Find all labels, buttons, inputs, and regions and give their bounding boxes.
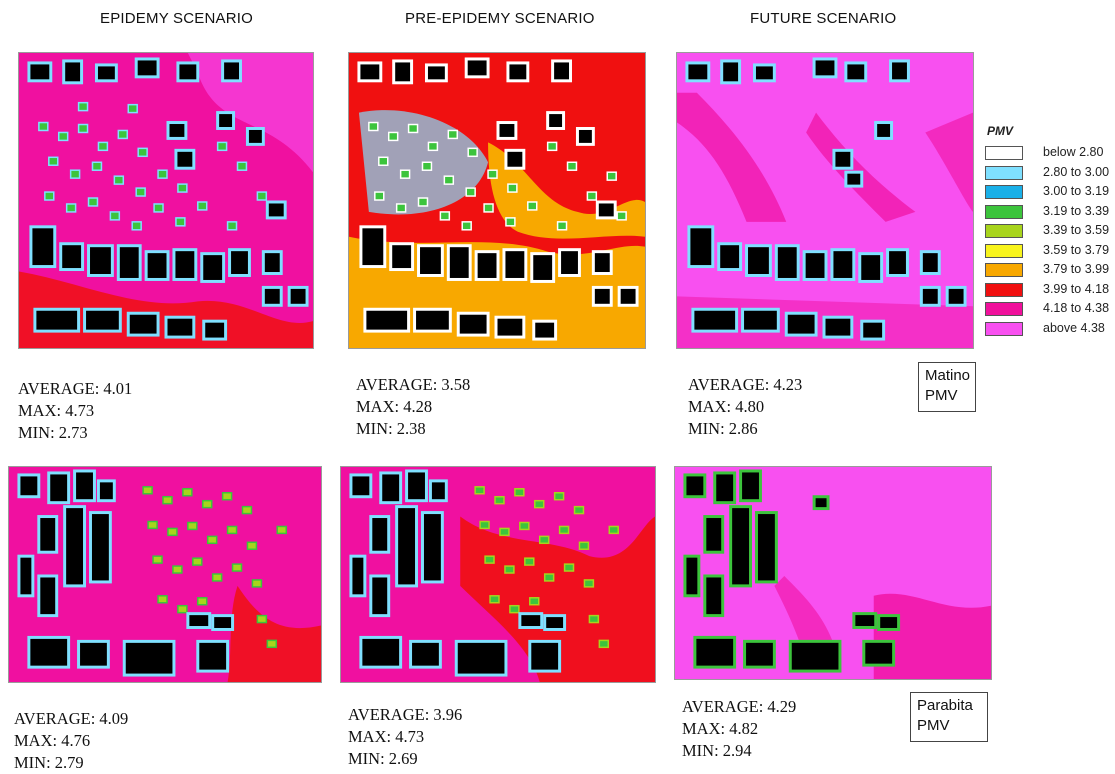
max-value: MAX: 4.28 <box>356 397 433 416</box>
max-value: MAX: 4.80 <box>688 397 765 416</box>
pmv-map-matino-pre-epidemy <box>349 53 645 348</box>
max-value: MAX: 4.76 <box>14 731 91 750</box>
legend-label: 3.79 to 3.99 <box>1043 262 1110 276</box>
legend-label: below 2.80 <box>1043 145 1104 159</box>
min-value: MIN: 2.79 <box>14 753 84 772</box>
legend-item: 3.79 to 3.99 <box>985 261 1113 281</box>
legend-label: 3.59 to 3.79 <box>1043 242 1110 257</box>
legend-swatch <box>985 185 1023 199</box>
legend-label: 3.00 to 3.19 <box>1043 184 1110 198</box>
legend-swatch <box>985 302 1023 316</box>
map-matino-future <box>676 52 974 349</box>
min-value: MIN: 2.38 <box>356 419 426 438</box>
legend-item: 4.18 to 4.38 <box>985 300 1113 320</box>
min-value: MIN: 2.73 <box>18 423 88 442</box>
average-value: AVERAGE: 3.58 <box>356 375 471 394</box>
pmv-map-parabita-epidemy <box>9 467 321 682</box>
pmv-map-parabita-future <box>675 467 991 679</box>
legend-item: 3.99 to 4.18 <box>985 281 1113 301</box>
map-matino-pre-epidemy <box>348 52 646 349</box>
average-value: AVERAGE: 4.01 <box>18 379 133 398</box>
header-future-scenario: FUTURE SCENARIO <box>750 10 897 27</box>
legend-swatch <box>985 146 1023 160</box>
legend-label: 2.80 to 3.00 <box>1043 164 1110 179</box>
pmv-map-matino-future <box>677 53 973 348</box>
legend-swatch <box>985 263 1023 277</box>
legend-swatch <box>985 204 1023 219</box>
map-parabita-future <box>674 466 992 680</box>
header-epidemy-scenario: EPIDEMY SCENARIO <box>100 10 253 27</box>
legend-item: 3.39 to 3.59 <box>985 222 1113 242</box>
stats-parabita-future: AVERAGE: 4.29 MAX: 4.82 MIN: 2.94 <box>682 696 796 762</box>
legend-label: 3.99 to 4.18 <box>1043 281 1110 296</box>
site-variable: PMV <box>925 387 958 404</box>
legend-swatch <box>985 224 1023 238</box>
min-value: MIN: 2.86 <box>688 419 758 438</box>
average-value: AVERAGE: 4.09 <box>14 709 129 728</box>
average-value: AVERAGE: 4.23 <box>688 375 803 394</box>
legend-swatch <box>985 282 1023 297</box>
legend-label: 3.19 to 3.39 <box>1043 203 1110 218</box>
pmv-legend: PMV below 2.80 2.80 to 3.00 3.00 to 3.19 3.… <box>985 124 1113 339</box>
max-value: MAX: 4.73 <box>348 727 425 746</box>
legend-item: 3.59 to 3.79 <box>985 242 1113 262</box>
legend-swatch <box>985 165 1023 180</box>
max-value: MAX: 4.73 <box>18 401 95 420</box>
max-value: MAX: 4.82 <box>682 719 759 738</box>
min-value: MIN: 2.69 <box>348 749 418 768</box>
legend-label: 4.18 to 4.38 <box>1043 301 1110 315</box>
average-value: AVERAGE: 4.29 <box>682 697 797 716</box>
header-pre-epidemy-scenario: PRE-EPIDEMY SCENARIO <box>405 10 595 27</box>
legend-title: PMV <box>987 124 1014 138</box>
min-value: MIN: 2.94 <box>682 741 752 760</box>
legend-item: below 2.80 <box>985 144 1113 164</box>
site-label-matino: Matino PMV <box>918 362 976 412</box>
map-parabita-epidemy <box>8 466 322 683</box>
legend-item: above 4.38 <box>985 320 1113 340</box>
legend-item: 3.00 to 3.19 <box>985 183 1113 203</box>
stats-parabita-pre-epidemy: AVERAGE: 3.96 MAX: 4.73 MIN: 2.69 <box>348 704 462 770</box>
pmv-map-matino-epidemy <box>19 53 313 348</box>
site-variable: PMV <box>917 717 950 734</box>
average-value: AVERAGE: 3.96 <box>348 705 463 724</box>
map-parabita-pre-epidemy <box>340 466 656 683</box>
legend-label: above 4.38 <box>1043 320 1105 335</box>
map-matino-epidemy <box>18 52 314 349</box>
site-label-parabita: Parabita PMV <box>910 692 988 742</box>
site-name: Matino <box>925 367 971 384</box>
legend-item: 3.19 to 3.39 <box>985 203 1113 223</box>
stats-matino-future: AVERAGE: 4.23 MAX: 4.80 MIN: 2.86 <box>688 374 802 440</box>
pmv-map-parabita-pre-epidemy <box>341 467 655 682</box>
stats-parabita-epidemy: AVERAGE: 4.09 MAX: 4.76 MIN: 2.79 <box>14 708 128 774</box>
stats-matino-pre-epidemy: AVERAGE: 3.58 MAX: 4.28 MIN: 2.38 <box>356 374 470 440</box>
legend-swatch <box>985 321 1023 336</box>
legend-item: 2.80 to 3.00 <box>985 164 1113 184</box>
legend-swatch <box>985 243 1023 258</box>
legend-label: 3.39 to 3.59 <box>1043 223 1110 237</box>
site-name: Parabita <box>917 697 973 714</box>
stats-matino-epidemy: AVERAGE: 4.01 MAX: 4.73 MIN: 2.73 <box>18 378 132 444</box>
